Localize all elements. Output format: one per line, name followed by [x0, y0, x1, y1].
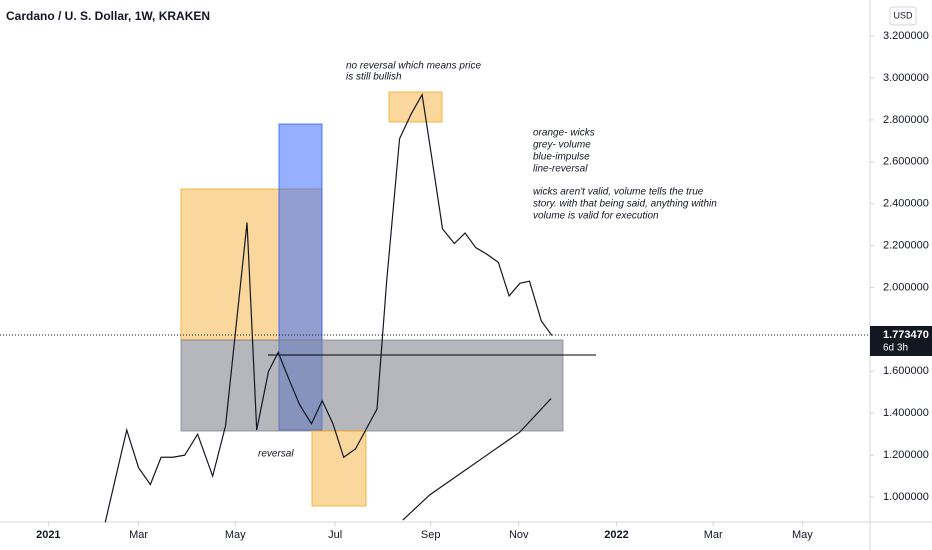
annotation: line-reversal [533, 164, 588, 175]
x-tick-label: May [225, 529, 246, 541]
x-tick-label: Jul [328, 529, 342, 541]
y-tick-label: 2.000000 [883, 281, 929, 293]
x-tick-label: May [792, 529, 813, 541]
drawings [180, 91, 596, 507]
annotation: volume is valid for execution [533, 211, 659, 222]
annotation: story. with that being said, anything wi… [533, 199, 717, 210]
currency-button[interactable] [889, 6, 917, 26]
x-tick-label: 2021 [36, 529, 60, 541]
last-price-box [870, 325, 932, 356]
x-tick-label: Nov [509, 529, 529, 541]
annotation: blue-impulse [533, 152, 590, 163]
y-tick-label: 2.600000 [883, 156, 929, 168]
price-line [104, 92, 553, 523]
y-tick-label: 2.200000 [883, 240, 929, 252]
y-tick-label: 1.200000 [883, 449, 929, 461]
y-tick-label: 1.600000 [883, 365, 929, 377]
x-tick-label: Sep [421, 529, 441, 541]
chart-title: Cardano / U. S. Dollar, 1W, KRAKEN [6, 9, 210, 23]
annotation: grey- volume [533, 140, 591, 151]
annotation: orange- wicks [533, 128, 595, 139]
price-line [402, 398, 552, 521]
countdown-label: 6d 3h [883, 343, 908, 354]
annotation: reversal [258, 449, 294, 460]
annotation: no reversal which means price [346, 61, 481, 72]
annotation: is still bullish [346, 72, 402, 83]
currency-label: USD [893, 10, 913, 20]
x-tick-label: 2022 [604, 529, 628, 541]
y-tick-label: 1.000000 [883, 491, 929, 503]
x-tick-label: Mar [129, 529, 148, 541]
y-tick-label: 2.800000 [883, 114, 929, 126]
x-tick-label: Mar [704, 529, 723, 541]
y-tick-label: 3.000000 [883, 72, 929, 84]
annotation: wicks aren't valid, volume tells the tru… [533, 187, 704, 198]
y-tick-label: 1.400000 [883, 407, 929, 419]
last-price-label: 1.773470 [883, 329, 929, 341]
y-tick-label: 2.400000 [883, 198, 929, 210]
y-tick-label: 3.200000 [883, 30, 929, 42]
